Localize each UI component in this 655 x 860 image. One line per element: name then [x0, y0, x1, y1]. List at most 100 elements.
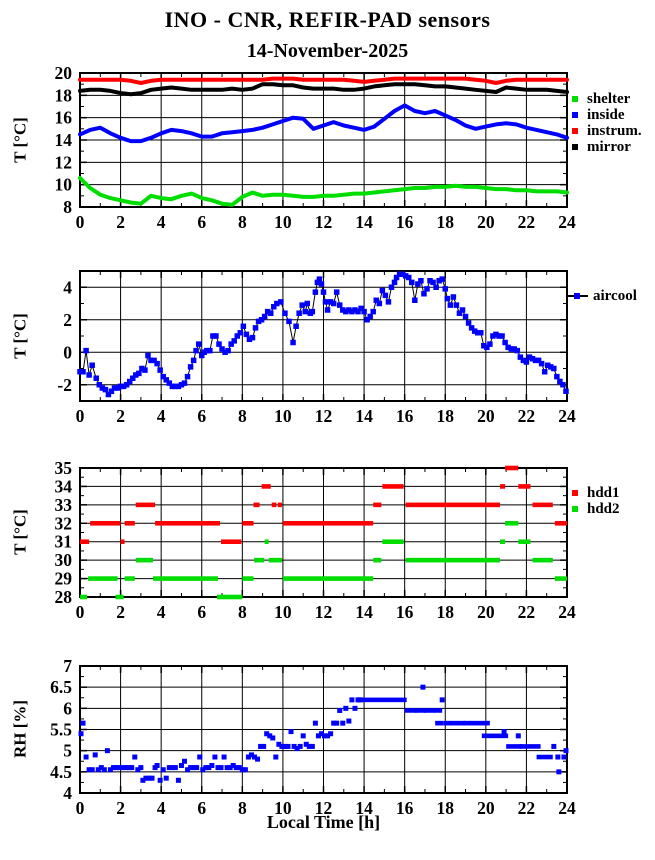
legend-hdd: hdd1 hdd2 [572, 485, 655, 517]
svg-text:12: 12 [315, 406, 333, 426]
svg-text:8: 8 [63, 197, 72, 217]
mirror-marker-icon [572, 144, 578, 150]
svg-text:20: 20 [477, 798, 495, 818]
legend-item-instrum: instrum. [572, 123, 655, 139]
svg-text:6: 6 [197, 798, 206, 818]
svg-text:0: 0 [76, 602, 85, 622]
svg-text:33: 33 [55, 495, 73, 515]
svg-text:20: 20 [477, 212, 495, 232]
svg-text:6: 6 [63, 698, 72, 718]
svg-text:2: 2 [116, 798, 125, 818]
legend-item-hdd1: hdd1 [572, 485, 655, 501]
svg-text:32: 32 [55, 513, 73, 533]
svg-text:4.5: 4.5 [50, 762, 72, 782]
shelter-marker-icon [572, 96, 578, 102]
svg-text:2: 2 [63, 310, 72, 330]
svg-text:22: 22 [518, 602, 536, 622]
svg-text:4: 4 [157, 406, 166, 426]
svg-text:10: 10 [55, 175, 73, 195]
svg-text:16: 16 [396, 798, 414, 818]
legend-temperatures: shelter inside instrum. mirror [572, 91, 655, 155]
instrum-marker-icon [572, 128, 578, 134]
svg-text:14: 14 [355, 406, 373, 426]
svg-text:2: 2 [116, 406, 125, 426]
svg-text:6: 6 [197, 406, 206, 426]
page-title: INO - CNR, REFIR-PAD sensors [164, 7, 491, 32]
svg-text:30: 30 [55, 550, 73, 570]
legend-label-hdd1: hdd1 [587, 484, 620, 501]
svg-text:6: 6 [197, 212, 206, 232]
svg-text:5.5: 5.5 [50, 720, 72, 740]
svg-text:0: 0 [63, 342, 72, 362]
legend-label-mirror: mirror [587, 138, 631, 155]
page-subtitle: 14-November-2025 [246, 40, 409, 62]
svg-text:31: 31 [55, 532, 73, 552]
svg-text:0: 0 [76, 798, 85, 818]
svg-text:10: 10 [274, 406, 292, 426]
svg-text:16: 16 [396, 406, 414, 426]
plot4-y-axis-title: RH [%] [10, 699, 30, 759]
svg-text:12: 12 [315, 798, 333, 818]
svg-text:4: 4 [63, 277, 72, 297]
svg-text:4: 4 [157, 602, 166, 622]
svg-text:14: 14 [355, 212, 373, 232]
svg-text:4: 4 [157, 798, 166, 818]
svg-text:24: 24 [558, 798, 576, 818]
svg-text:18: 18 [55, 85, 73, 105]
svg-text:16: 16 [55, 108, 73, 128]
svg-text:12: 12 [55, 152, 73, 172]
svg-text:10: 10 [274, 212, 292, 232]
aircool-marker-square-icon [574, 293, 580, 299]
svg-text:8: 8 [238, 602, 247, 622]
plot2-y-axis-title: T [°C] [10, 313, 30, 359]
svg-text:14: 14 [355, 798, 373, 818]
svg-text:5: 5 [63, 741, 72, 761]
svg-text:22: 22 [518, 212, 536, 232]
legend-item-aircool: aircool [566, 288, 649, 304]
svg-text:7: 7 [63, 656, 72, 676]
legend-label-aircool: aircool [593, 287, 637, 304]
svg-text:24: 24 [558, 406, 576, 426]
svg-text:35: 35 [55, 458, 73, 478]
svg-text:2: 2 [116, 602, 125, 622]
x-axis-title: Local Time [h] [266, 812, 381, 832]
hdd1-marker-icon [572, 490, 578, 496]
svg-text:18: 18 [437, 602, 455, 622]
svg-text:24: 24 [558, 602, 576, 622]
svg-text:20: 20 [477, 602, 495, 622]
legend-label-instrum: instrum. [587, 122, 642, 139]
svg-text:10: 10 [274, 798, 292, 818]
svg-text:4: 4 [157, 212, 166, 232]
legend-label-inside: inside [587, 106, 625, 123]
svg-text:6: 6 [197, 602, 206, 622]
svg-text:18: 18 [437, 212, 455, 232]
svg-text:18: 18 [437, 406, 455, 426]
hdd2-marker-icon [572, 506, 578, 512]
svg-text:34: 34 [55, 476, 73, 496]
svg-text:22: 22 [518, 798, 536, 818]
svg-text:12: 12 [315, 212, 333, 232]
svg-text:0: 0 [76, 406, 85, 426]
legend-label-shelter: shelter [587, 90, 631, 107]
legend-item-inside: inside [572, 107, 655, 123]
svg-text:16: 16 [396, 212, 414, 232]
svg-text:0: 0 [76, 212, 85, 232]
legend-aircool: aircool [566, 288, 649, 304]
svg-text:8: 8 [238, 798, 247, 818]
svg-text:8: 8 [238, 406, 247, 426]
svg-text:18: 18 [437, 798, 455, 818]
legend-item-shelter: shelter [572, 91, 655, 107]
svg-text:8: 8 [238, 212, 247, 232]
svg-text:20: 20 [477, 406, 495, 426]
svg-text:12: 12 [315, 602, 333, 622]
plot3-y-axis-title: T [°C] [10, 509, 30, 555]
plot1-y-axis-title: T [°C] [10, 117, 30, 163]
inside-marker-icon [572, 112, 578, 118]
legend-item-mirror: mirror [572, 139, 655, 155]
legend-item-hdd2: hdd2 [572, 501, 655, 517]
